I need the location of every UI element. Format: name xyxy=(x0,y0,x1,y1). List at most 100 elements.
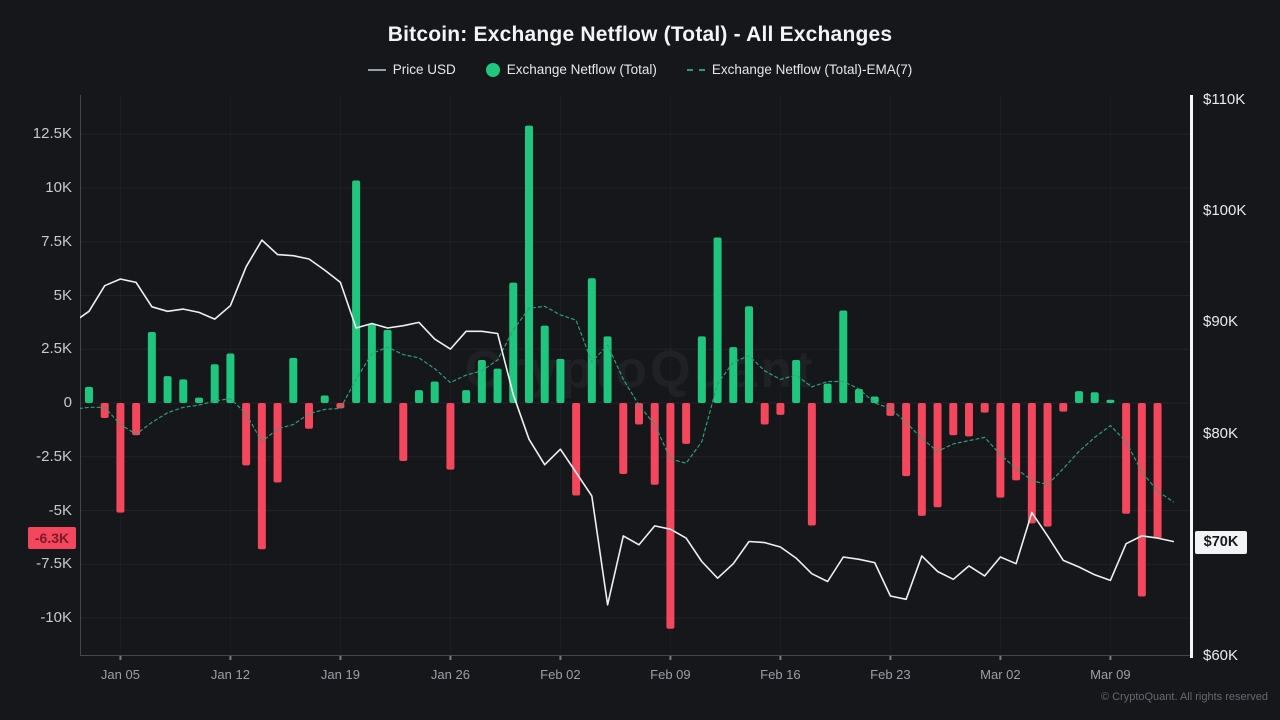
netflow-bar[interactable] xyxy=(1122,403,1131,514)
netflow-bar[interactable] xyxy=(289,357,298,403)
netflow-bar[interactable] xyxy=(1012,403,1021,481)
netflow-bar[interactable] xyxy=(807,403,816,526)
netflow-bar[interactable] xyxy=(242,403,251,466)
x-axis-tick-label: Feb 23 xyxy=(870,667,911,682)
netflow-bar[interactable] xyxy=(1043,403,1052,527)
netflow-bar[interactable] xyxy=(823,383,832,403)
left-axis-tick-label: 0 xyxy=(63,394,72,411)
x-axis-tick-label: Feb 02 xyxy=(540,667,581,682)
netflow-bar[interactable] xyxy=(1074,391,1083,403)
netflow-bar[interactable] xyxy=(634,403,643,425)
right-axis-tick-label: $110K xyxy=(1203,91,1246,108)
netflow-bar[interactable] xyxy=(100,403,109,419)
netflow-bar[interactable] xyxy=(210,364,219,403)
netflow-bar[interactable] xyxy=(147,332,156,403)
netflow-bar[interactable] xyxy=(383,329,392,403)
netflow-bar[interactable] xyxy=(399,403,408,462)
netflow-bar[interactable] xyxy=(792,360,801,403)
netflow-bar[interactable] xyxy=(650,403,659,485)
netflow-bar[interactable] xyxy=(917,403,926,516)
netflow-bar[interactable] xyxy=(509,282,518,403)
netflow-bar[interactable] xyxy=(886,403,895,416)
chart-title: Bitcoin: Exchange Netflow (Total) - All … xyxy=(387,23,893,46)
netflow-bar[interactable] xyxy=(964,403,973,437)
netflow-bar[interactable] xyxy=(587,278,596,403)
netflow-bar[interactable] xyxy=(132,403,141,436)
x-axis-tick-label: Jan 12 xyxy=(210,667,250,682)
netflow-bar[interactable] xyxy=(556,358,565,403)
left-axis-tick-label: 12.5K xyxy=(32,125,72,143)
netflow-bar[interactable] xyxy=(257,403,266,550)
netflow-bar[interactable] xyxy=(462,390,471,403)
netflow-bar[interactable] xyxy=(729,347,738,403)
netflow-bar[interactable] xyxy=(1106,399,1115,403)
netflow-bar[interactable] xyxy=(603,336,612,403)
netflow-bar[interactable] xyxy=(933,403,942,508)
netflow-bar[interactable] xyxy=(367,323,376,403)
netflow-bar[interactable] xyxy=(666,403,675,629)
netflow-bar[interactable] xyxy=(414,390,423,403)
x-axis-tick-label: Mar 02 xyxy=(980,667,1021,682)
ema-dashed-line-icon xyxy=(686,68,705,71)
netflow-dot-icon xyxy=(485,62,500,77)
netflow-bar[interactable] xyxy=(996,403,1005,498)
x-axis-tick-label: Mar 09 xyxy=(1090,667,1131,682)
netflow-bar[interactable] xyxy=(697,336,706,403)
price-line-icon xyxy=(367,68,386,71)
netflow-bar[interactable] xyxy=(1027,403,1036,524)
netflow-bar[interactable] xyxy=(980,403,989,413)
price-line[interactable] xyxy=(73,239,1175,606)
netflow-bar[interactable] xyxy=(1090,392,1099,403)
left-axis-tick-label: -7.5K xyxy=(36,555,72,573)
netflow-bar[interactable] xyxy=(902,403,911,477)
copyright-notice: © CryptoQuant. All rights reserved xyxy=(1100,691,1268,703)
netflow-bar[interactable] xyxy=(1153,403,1162,539)
netflow-bar[interactable] xyxy=(194,397,203,403)
netflow-bar[interactable] xyxy=(854,389,863,403)
legend-item-netflow[interactable]: Exchange Netflow (Total) xyxy=(485,62,657,77)
netflow-bar[interactable] xyxy=(226,353,235,403)
netflow-bar[interactable] xyxy=(1059,403,1068,412)
netflow-bar[interactable] xyxy=(572,403,581,496)
legend-label-ema: Exchange Netflow (Total)-EMA(7) xyxy=(711,62,913,77)
netflow-bar[interactable] xyxy=(682,403,691,444)
netflow-bar[interactable] xyxy=(540,325,549,403)
left-axis-tick-label: 2.5K xyxy=(41,340,72,358)
left-axis-tick-label: 5K xyxy=(53,286,72,304)
netflow-bar[interactable] xyxy=(163,376,172,403)
netflow-bar[interactable] xyxy=(524,125,533,404)
legend: Price USD Exchange Netflow (Total) Excha… xyxy=(0,62,1280,77)
netflow-bar[interactable] xyxy=(85,386,93,403)
legend-item-price[interactable]: Price USD xyxy=(367,62,456,77)
netflow-bar[interactable] xyxy=(949,403,958,436)
netflow-bar[interactable] xyxy=(430,381,439,404)
netflow-bar[interactable] xyxy=(179,379,188,403)
ema-line[interactable] xyxy=(73,305,1174,503)
netflow-bar[interactable] xyxy=(744,306,753,403)
netflow-bar[interactable] xyxy=(352,180,361,403)
x-axis-tick-label: Feb 09 xyxy=(650,667,691,682)
legend-item-ema[interactable]: Exchange Netflow (Total)-EMA(7) xyxy=(686,62,913,77)
left-axis-tick-label: 10K xyxy=(45,179,72,196)
netflow-bar[interactable] xyxy=(1137,403,1146,597)
netflow-bar[interactable] xyxy=(446,403,455,470)
price-current-value-badge: $70K xyxy=(1195,531,1247,554)
netflow-bar[interactable] xyxy=(116,403,125,513)
netflow-bar[interactable] xyxy=(336,403,345,409)
netflow-bar[interactable] xyxy=(760,403,769,425)
netflow-bar[interactable] xyxy=(776,403,785,415)
netflow-bar[interactable] xyxy=(304,403,313,429)
netflow-bar[interactable] xyxy=(493,368,502,403)
netflow-bar[interactable] xyxy=(320,395,329,403)
netflow-bar[interactable] xyxy=(619,403,628,474)
right-axis-tick-label: $90K xyxy=(1203,313,1239,331)
netflow-bar[interactable] xyxy=(477,360,486,403)
x-axis-tick-label: Jan 19 xyxy=(320,667,360,682)
netflow-bar[interactable] xyxy=(273,403,282,483)
netflow-current-value-badge: -6.3K xyxy=(28,527,76,549)
right-axis-tick-label: $80K xyxy=(1203,424,1239,442)
netflow-bar[interactable] xyxy=(713,237,722,403)
netflow-bar[interactable] xyxy=(839,310,848,403)
